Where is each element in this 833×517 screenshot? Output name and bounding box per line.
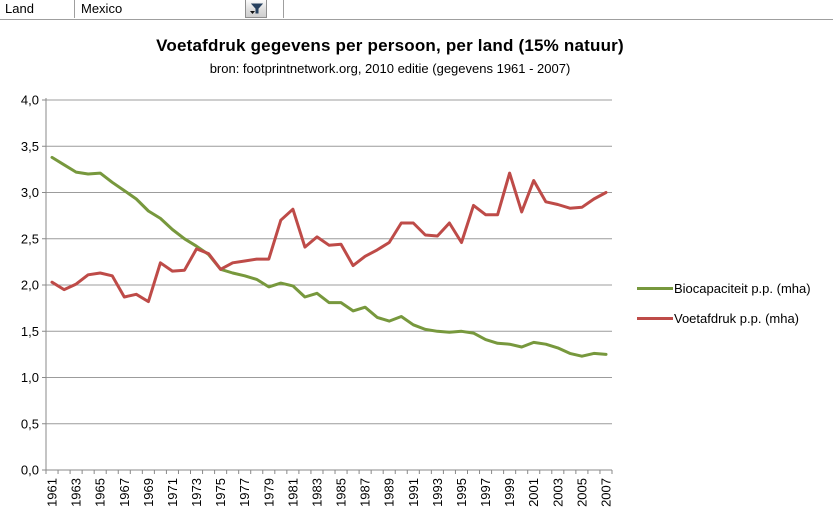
svg-text:3,5: 3,5 (21, 139, 39, 154)
funnel-filter-icon (250, 3, 263, 14)
filter-value-cell[interactable]: Mexico (75, 0, 245, 18)
svg-text:1997: 1997 (478, 478, 493, 507)
chart-subtitle: bron: footprintnetwork.org, 2010 editie … (209, 61, 571, 76)
svg-text:1979: 1979 (261, 478, 276, 507)
svg-text:1,5: 1,5 (21, 324, 39, 339)
legend-item-biocapacity: Biocapaciteit p.p. (mha) (637, 279, 811, 297)
svg-text:1975: 1975 (213, 478, 228, 507)
svg-text:1993: 1993 (430, 478, 445, 507)
svg-text:1969: 1969 (141, 478, 156, 507)
svg-text:2003: 2003 (550, 478, 565, 507)
legend-item-footprint: Voetafdruk p.p. (mha) (637, 309, 811, 327)
legend-label-biocapacity: Biocapaciteit p.p. (mha) (674, 280, 811, 296)
svg-text:1971: 1971 (165, 478, 180, 507)
legend-label-footprint: Voetafdruk p.p. (mha) (674, 310, 800, 326)
svg-text:4,0: 4,0 (21, 93, 39, 108)
pivot-filter-bar: Land Mexico (0, 0, 833, 20)
svg-text:1963: 1963 (69, 478, 84, 507)
svg-text:1967: 1967 (117, 478, 132, 507)
svg-text:2005: 2005 (574, 478, 589, 507)
svg-text:2001: 2001 (526, 478, 541, 507)
svg-text:1973: 1973 (189, 478, 204, 507)
svg-text:0,0: 0,0 (21, 463, 39, 478)
filter-bar-spacer-cell (267, 0, 284, 18)
svg-text:1989: 1989 (382, 478, 397, 507)
svg-text:1965: 1965 (93, 478, 108, 507)
svg-text:2007: 2007 (598, 478, 613, 507)
svg-text:1981: 1981 (285, 478, 300, 507)
svg-text:1999: 1999 (502, 478, 517, 507)
footprint-line-swatch (637, 316, 673, 320)
svg-text:1961: 1961 (45, 478, 60, 507)
chart-title: Voetafdruk gegevens per persoon, per lan… (156, 36, 624, 55)
svg-text:1,0: 1,0 (21, 370, 39, 385)
filter-field-label: Land (1, 0, 75, 18)
svg-text:1987: 1987 (358, 478, 373, 507)
svg-text:2,5: 2,5 (21, 231, 39, 246)
filter-dropdown-button[interactable] (245, 0, 267, 18)
svg-text:1985: 1985 (334, 478, 349, 507)
svg-text:1977: 1977 (237, 478, 252, 507)
svg-text:1995: 1995 (454, 478, 469, 507)
svg-text:3,0: 3,0 (21, 185, 39, 200)
svg-text:2,0: 2,0 (21, 278, 39, 293)
svg-text:1983: 1983 (309, 478, 324, 507)
svg-text:1991: 1991 (406, 478, 421, 507)
svg-text:0,5: 0,5 (21, 416, 39, 431)
chart-legend: Biocapaciteit p.p. (mha) Voetafdruk p.p.… (637, 279, 811, 339)
biocapacity-line-swatch (637, 286, 673, 290)
